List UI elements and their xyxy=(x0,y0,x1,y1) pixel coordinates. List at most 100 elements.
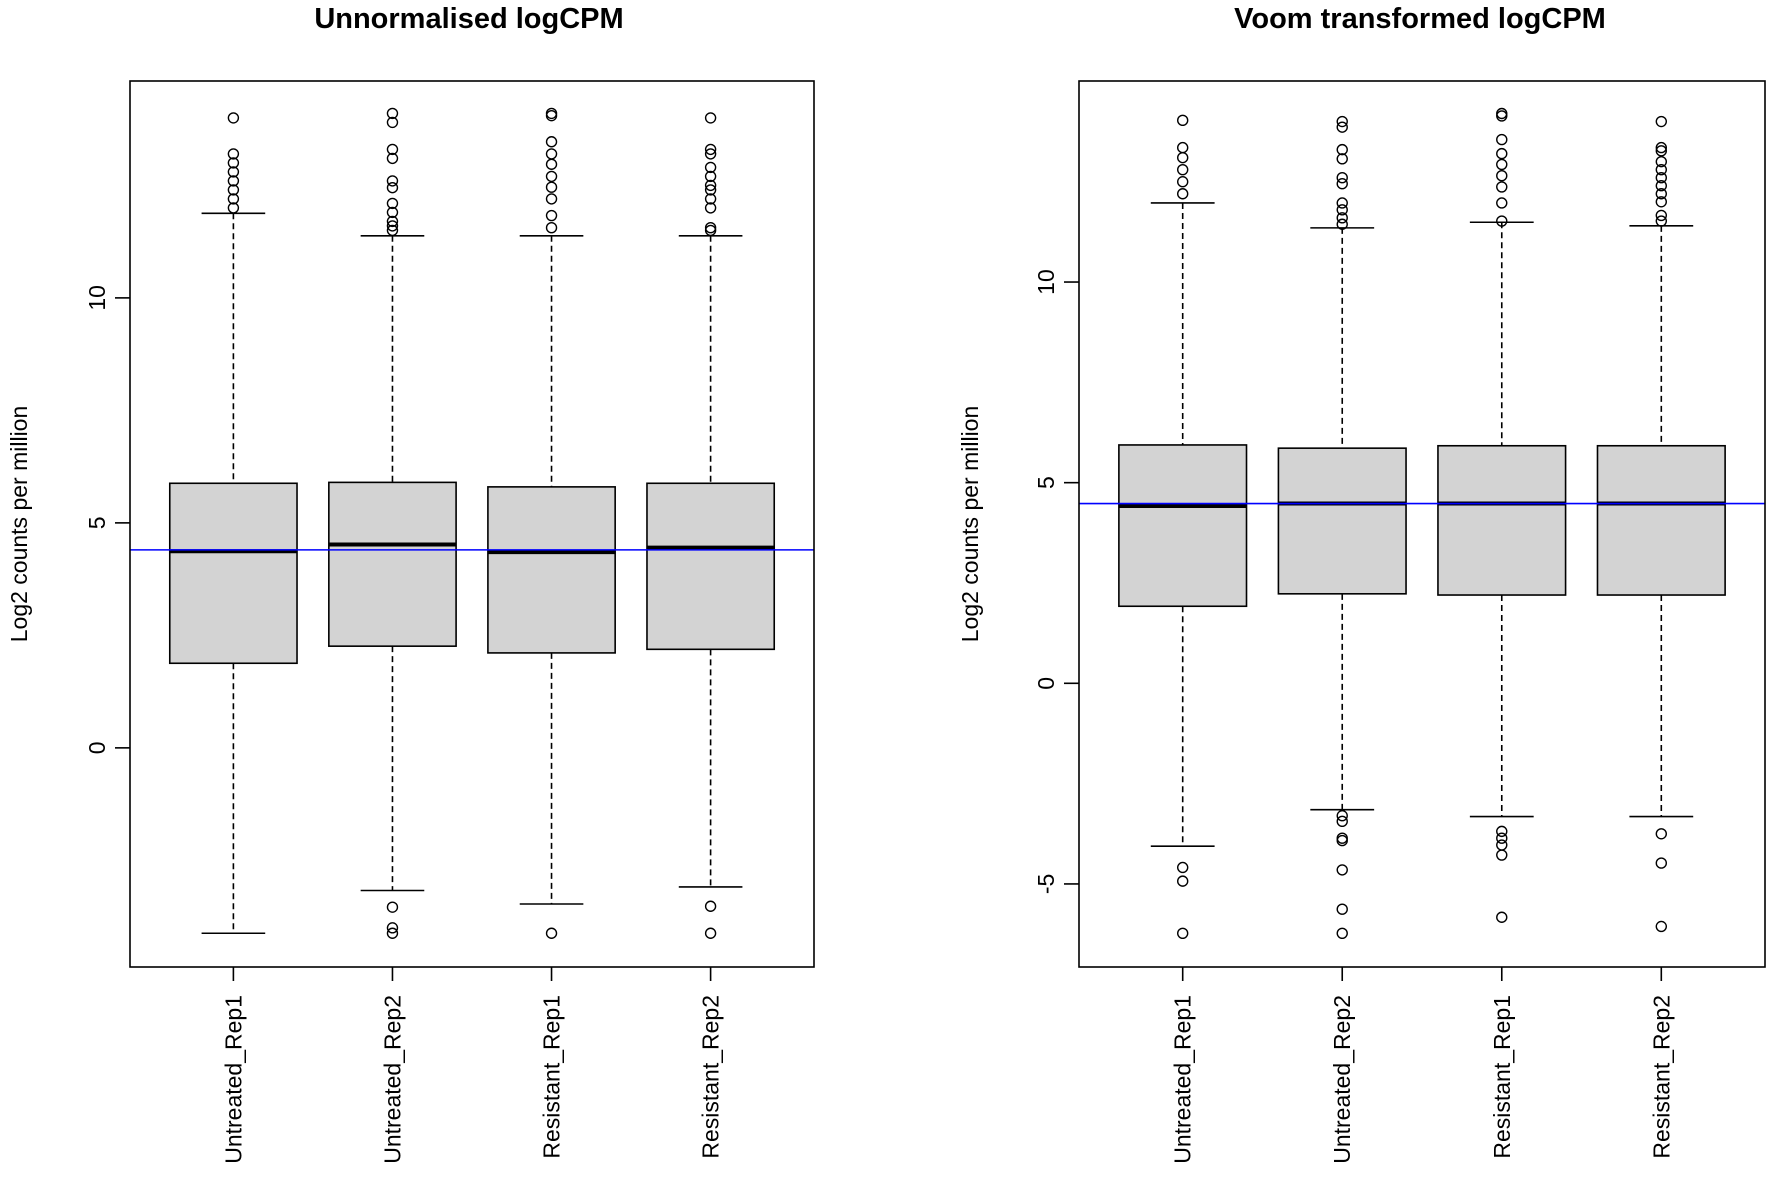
outlier-point xyxy=(1655,115,1668,128)
x-tick-label: Resistant_Rep2 xyxy=(1648,995,1674,1159)
outlier-point xyxy=(1655,163,1668,176)
y-axis-label: Log2 counts per million xyxy=(6,406,32,643)
outlier-point xyxy=(1496,147,1508,160)
outlier-point xyxy=(1655,141,1668,154)
outlier-point xyxy=(1176,163,1189,176)
outlier-point xyxy=(1336,212,1348,224)
box-Resistant_Rep2 xyxy=(1596,115,1726,933)
box-Untreated_Rep1 xyxy=(1118,114,1248,939)
outlier-point xyxy=(1336,172,1348,184)
outlier-point xyxy=(386,152,399,165)
box-Resistant_Rep1 xyxy=(487,107,616,939)
iqr-box xyxy=(1596,444,1726,596)
panel-voom: Voom transformed logCPM Log2 counts per … xyxy=(957,3,1766,1164)
outlier-point xyxy=(1336,153,1348,165)
outlier-point xyxy=(704,224,717,237)
outlier-point xyxy=(1496,169,1508,182)
outlier-point xyxy=(1496,839,1508,851)
outlier-point xyxy=(227,175,240,187)
y-tick-label: 10 xyxy=(84,285,110,311)
outlier-point xyxy=(545,181,558,193)
iqr-box xyxy=(328,481,457,647)
outlier-point xyxy=(1496,825,1508,838)
outlier-point xyxy=(1655,196,1668,208)
outlier-point xyxy=(1496,197,1508,209)
y-axis-label: Log2 counts per million xyxy=(957,406,983,643)
y-tick-label: 5 xyxy=(84,516,110,529)
outlier-point xyxy=(386,927,399,939)
outlier-point xyxy=(227,202,240,214)
outlier-point xyxy=(545,193,558,205)
x-tick-label: Resistant_Rep1 xyxy=(1489,995,1515,1159)
outlier-point xyxy=(386,224,399,237)
outlier-point xyxy=(1176,141,1189,154)
outlier-point xyxy=(704,927,717,939)
outlier-point xyxy=(1176,151,1189,164)
outlier-point xyxy=(704,193,717,205)
x-tick-label: Untreated_Rep1 xyxy=(220,995,246,1164)
x-tick-label: Resistant_Rep1 xyxy=(539,995,565,1159)
outlier-point xyxy=(1176,875,1189,887)
box-Resistant_Rep2 xyxy=(646,112,776,939)
outlier-point xyxy=(704,184,717,196)
outlier-point xyxy=(227,148,240,160)
outlier-point xyxy=(545,209,558,222)
outlier-point xyxy=(1336,218,1348,230)
outlier-point xyxy=(1496,133,1508,146)
outlier-point xyxy=(1655,188,1668,200)
outlier-point xyxy=(1336,903,1348,915)
outlier-point xyxy=(1336,143,1348,156)
outlier-point xyxy=(704,900,717,912)
y-tick-label: 5 xyxy=(1033,476,1059,489)
outlier-point xyxy=(1336,197,1348,209)
panel-unnormalised: Unnormalised logCPM Log2 counts per mill… xyxy=(6,3,815,1164)
outlier-point xyxy=(1176,176,1189,188)
outlier-point xyxy=(545,136,558,148)
iqr-box xyxy=(1118,444,1248,608)
outlier-point xyxy=(386,175,399,187)
outlier-point xyxy=(704,112,717,124)
outlier-point xyxy=(386,220,399,232)
outlier-point xyxy=(1496,849,1508,861)
outlier-point xyxy=(1336,204,1348,216)
outlier-point xyxy=(1176,861,1189,874)
box-Untreated_Rep2 xyxy=(328,107,457,939)
iqr-box xyxy=(646,482,776,651)
outlier-point xyxy=(1655,145,1668,157)
outlier-point xyxy=(1336,832,1348,844)
outlier-point xyxy=(227,184,240,196)
outlier-point xyxy=(545,927,558,939)
outlier-point xyxy=(1496,158,1508,171)
y-tick-label: 0 xyxy=(84,741,110,754)
outlier-point xyxy=(1496,911,1508,923)
chart-title: Voom transformed logCPM xyxy=(1234,3,1606,35)
outlier-point xyxy=(704,179,717,192)
outlier-point xyxy=(1496,832,1508,844)
outlier-point xyxy=(227,157,240,169)
y-tick-label: 10 xyxy=(1033,269,1059,295)
outlier-point xyxy=(386,901,399,913)
outlier-point xyxy=(1496,110,1508,122)
outlier-point xyxy=(1655,857,1668,869)
outlier-point xyxy=(1336,178,1348,190)
outlier-point xyxy=(545,109,558,122)
outlier-point xyxy=(227,112,240,124)
outlier-point xyxy=(1336,927,1348,939)
outlier-point xyxy=(704,170,717,183)
x-tick-label: Untreated_Rep1 xyxy=(1170,995,1196,1164)
outlier-point xyxy=(1655,828,1668,840)
outlier-point xyxy=(1655,209,1668,222)
outlier-point xyxy=(1336,121,1348,133)
outlier-point xyxy=(386,107,399,120)
outlier-point xyxy=(386,206,399,219)
outlier-point xyxy=(1176,114,1189,127)
outlier-point xyxy=(386,922,399,934)
outlier-point xyxy=(1655,215,1668,227)
x-tick-label: Untreated_Rep2 xyxy=(379,995,405,1164)
box-Untreated_Rep2 xyxy=(1277,115,1407,939)
outlier-point xyxy=(227,166,240,178)
outlier-point xyxy=(1655,920,1668,933)
outlier-point xyxy=(704,143,717,156)
outlier-point xyxy=(386,197,399,210)
